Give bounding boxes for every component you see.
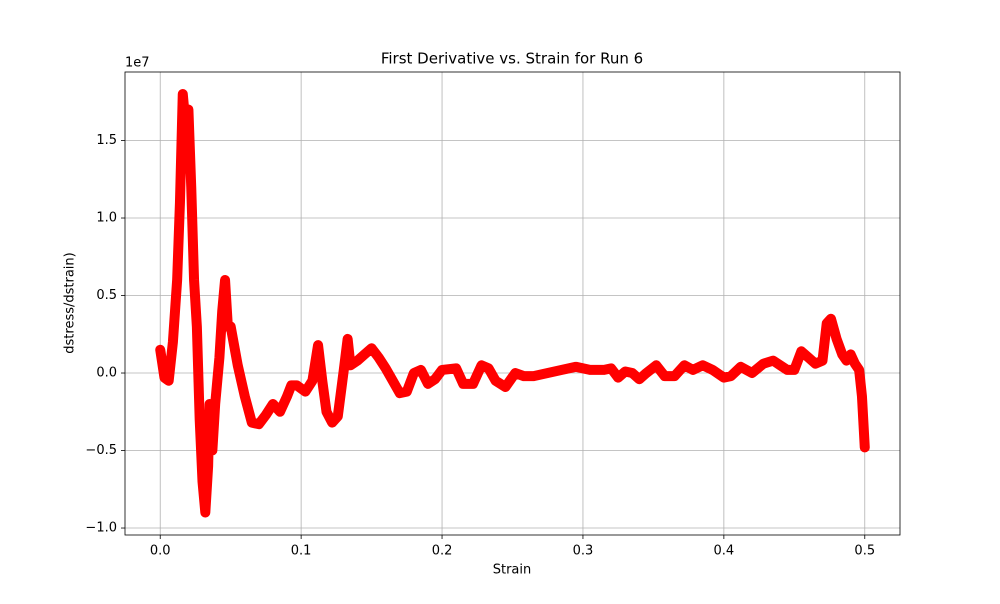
y-tick-label: −1.0 bbox=[85, 521, 117, 536]
x-tick-label: 0.5 bbox=[854, 544, 875, 559]
y-tick-label: −0.5 bbox=[85, 443, 117, 458]
x-tick-label: 0.0 bbox=[150, 544, 171, 559]
y-tick-label: 0.5 bbox=[96, 288, 117, 303]
y-axis-label: dstress/dstrain) bbox=[63, 252, 78, 353]
x-axis-label: Strain bbox=[493, 563, 532, 578]
x-tick-label: 0.1 bbox=[291, 544, 312, 559]
chart-title: First Derivative vs. Strain for Run 6 bbox=[381, 50, 643, 68]
y-tick-label: 1.0 bbox=[96, 211, 117, 226]
y-tick-label: 0.0 bbox=[96, 366, 117, 381]
x-tick-label: 0.2 bbox=[432, 544, 453, 559]
y-tick-label: 1.5 bbox=[96, 133, 117, 148]
y-offset-label: 1e7 bbox=[125, 56, 150, 71]
data-line bbox=[155, 89, 870, 518]
x-tick-label: 0.3 bbox=[573, 544, 594, 559]
x-tick-label: 0.4 bbox=[714, 544, 735, 559]
plot-frame bbox=[124, 71, 901, 536]
